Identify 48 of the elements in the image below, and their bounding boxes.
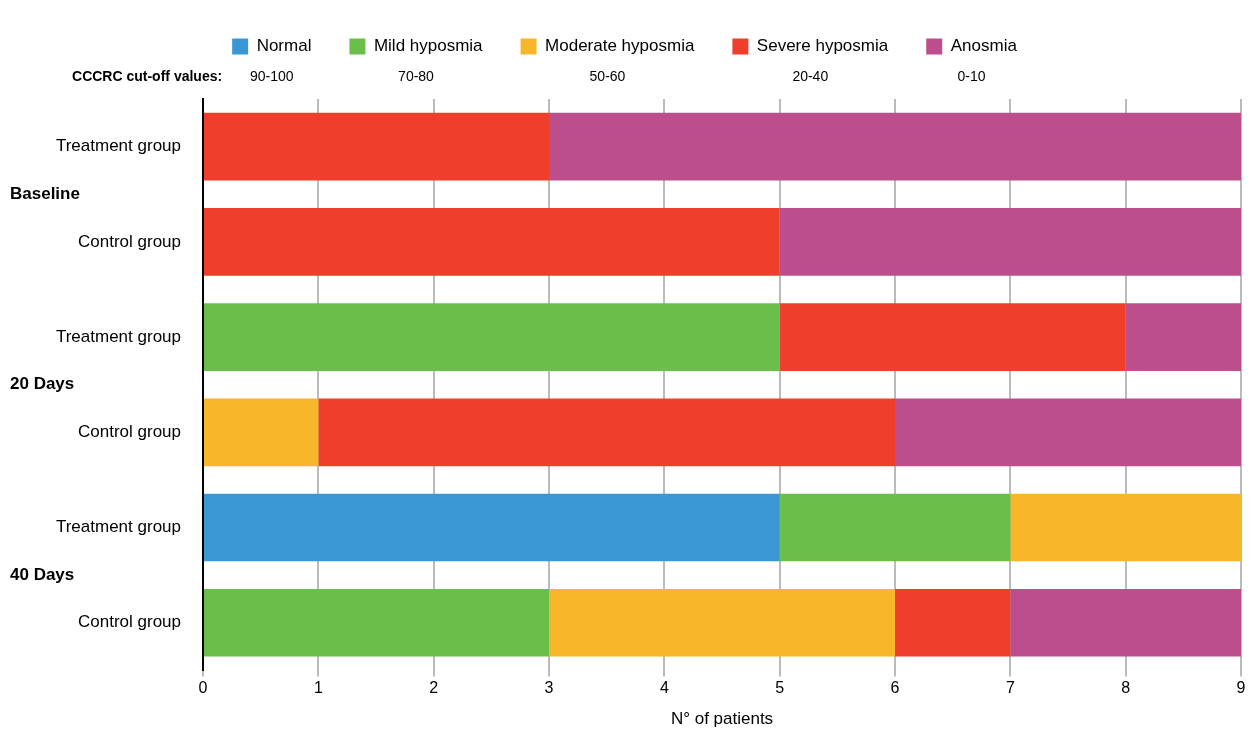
- bar: [779, 493, 1011, 562]
- bar: [204, 493, 780, 562]
- legend-label: Normal: [256, 36, 312, 56]
- legend-label: Anosmia: [950, 36, 1018, 56]
- bar: [204, 398, 319, 467]
- y-tick-label: Control group: [77, 612, 181, 632]
- bar: [204, 112, 549, 181]
- x-tick-label: 3: [544, 679, 554, 697]
- y-tick-label: Treatment group: [55, 136, 181, 156]
- bar: [1010, 493, 1241, 562]
- text: 40 Days: [10, 564, 75, 584]
- bar: [318, 398, 895, 467]
- bar: [204, 208, 780, 276]
- bar: [204, 588, 549, 657]
- x-tick-label: 2: [429, 679, 439, 697]
- y-tick-label: Treatment group: [55, 326, 181, 346]
- x-tick-label: 1: [313, 679, 323, 697]
- x-tick-label: 5: [775, 679, 785, 697]
- x-tick-label: 9: [1236, 679, 1246, 697]
- text: 70-80: [398, 67, 435, 84]
- y-tick-label: Control group: [77, 231, 181, 251]
- bar: [779, 303, 1126, 371]
- text: 0-10: [957, 67, 986, 84]
- text: 20 Days: [10, 374, 75, 394]
- legend-label: Mild hyposmia: [373, 36, 484, 56]
- text: 50-60: [589, 67, 626, 84]
- bar: [895, 398, 1241, 467]
- text: Baseline: [10, 183, 80, 203]
- text: 20-40: [792, 67, 829, 84]
- legend-label: Severe hyposmia: [756, 36, 889, 56]
- bar: [895, 588, 1011, 657]
- x-tick-label: 6: [890, 679, 900, 697]
- text: CCCRC cut-off values:: [72, 67, 223, 84]
- text: 90-100: [249, 67, 294, 84]
- bar: [779, 208, 1241, 276]
- bar: [549, 588, 895, 657]
- x-tick-label: 7: [1005, 679, 1015, 697]
- y-tick-label: Treatment group: [55, 517, 181, 537]
- bar: [1125, 303, 1241, 371]
- bar: [549, 112, 1241, 181]
- bar: [204, 303, 780, 371]
- x-tick-label: 8: [1121, 679, 1131, 697]
- y-tick-label: Control group: [77, 422, 181, 441]
- x-tick-label: 0: [198, 679, 208, 697]
- bar: [1010, 588, 1241, 657]
- legend-label: Moderate hyposmia: [545, 36, 695, 56]
- x-tick-label: 4: [659, 679, 669, 697]
- x-axis-title: N° of patients: [670, 709, 774, 729]
